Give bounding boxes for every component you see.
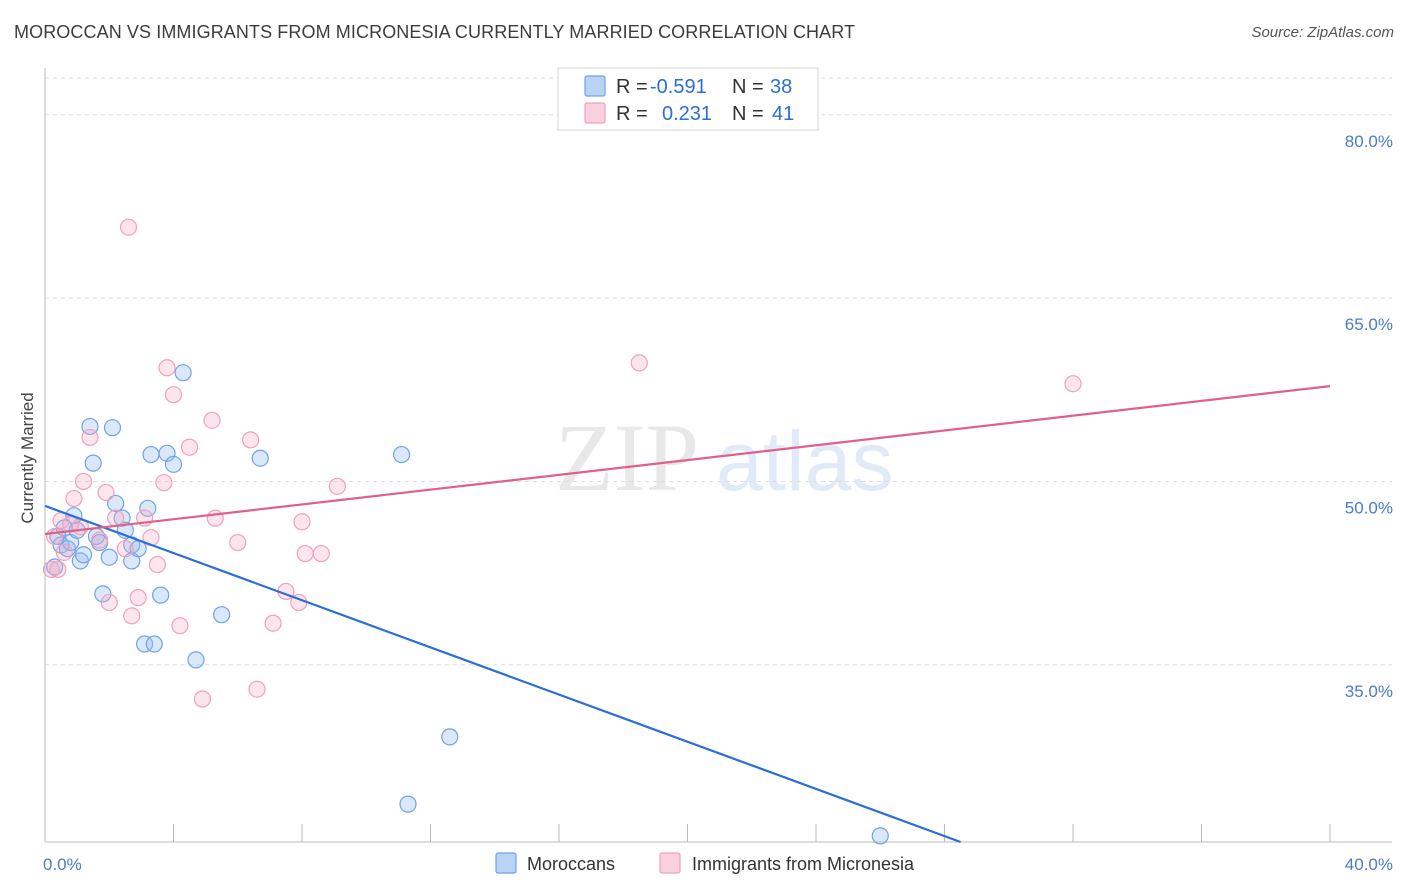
point-micronesia bbox=[65, 489, 83, 508]
y-tick-label: 35.0% bbox=[1345, 682, 1393, 701]
y-tick-label: 65.0% bbox=[1345, 315, 1393, 334]
x-tick-label: 40.0% bbox=[1345, 855, 1393, 874]
legend-r-label-1: R = bbox=[616, 76, 648, 98]
point-micronesia bbox=[630, 354, 648, 372]
point-micronesia bbox=[206, 509, 224, 527]
point-moroccans bbox=[158, 444, 176, 462]
point-moroccans bbox=[103, 419, 122, 437]
legend-r-value-1: -0.591 bbox=[650, 76, 707, 98]
point-micronesia bbox=[155, 474, 173, 492]
bottom-legend-swatch-blue bbox=[495, 852, 517, 874]
series-moroccans bbox=[46, 364, 889, 845]
point-moroccans bbox=[152, 586, 170, 604]
point-moroccans bbox=[441, 728, 459, 746]
point-micronesia bbox=[100, 593, 118, 612]
y-tick-label: 50.0% bbox=[1345, 498, 1393, 517]
point-micronesia bbox=[129, 588, 147, 607]
gridlines bbox=[45, 77, 1392, 666]
legend-n-label-2: N = bbox=[732, 103, 764, 125]
point-micronesia bbox=[91, 531, 109, 549]
point-micronesia bbox=[55, 543, 73, 561]
point-moroccans bbox=[46, 558, 64, 576]
point-micronesia bbox=[248, 680, 266, 698]
correlation-legend: R = -0.591 N = 38 R = 0.231 N = 41 bbox=[557, 67, 819, 131]
point-moroccans bbox=[139, 499, 157, 517]
point-micronesia bbox=[264, 614, 282, 632]
point-moroccans bbox=[174, 364, 192, 382]
source-label: Source: ZipAtlas.com bbox=[1251, 24, 1394, 41]
point-micronesia bbox=[116, 540, 134, 558]
point-micronesia bbox=[49, 560, 67, 579]
legend-swatch-pink bbox=[584, 102, 606, 124]
chart-title: MOROCCAN VS IMMIGRANTS FROM MICRONESIA C… bbox=[14, 22, 856, 42]
y-axis-label: Currently Married bbox=[18, 392, 37, 523]
point-moroccans bbox=[142, 445, 160, 464]
watermark: ZIP atlas bbox=[555, 404, 893, 511]
bottom-legend-label-pink: Immigrants from Micronesia bbox=[692, 854, 915, 874]
point-moroccans bbox=[187, 651, 205, 669]
point-micronesia bbox=[148, 555, 167, 574]
point-micronesia bbox=[203, 411, 221, 429]
point-micronesia bbox=[81, 428, 99, 447]
point-micronesia bbox=[193, 690, 212, 708]
point-micronesia bbox=[1064, 375, 1082, 393]
point-micronesia bbox=[164, 386, 183, 404]
point-micronesia bbox=[74, 472, 93, 491]
x-tick-label: 0.0% bbox=[43, 855, 82, 874]
y-tick-label: 80.0% bbox=[1345, 132, 1393, 151]
point-micronesia bbox=[158, 359, 176, 377]
legend-r-value-2: 0.231 bbox=[662, 103, 712, 125]
point-micronesia bbox=[312, 544, 330, 563]
legend-n-label-1: N = bbox=[732, 76, 764, 98]
point-micronesia bbox=[97, 483, 115, 502]
point-moroccans bbox=[84, 454, 102, 472]
trend-lines bbox=[44, 385, 1331, 844]
legend-swatch-blue bbox=[584, 75, 606, 97]
point-micronesia bbox=[107, 509, 125, 527]
point-micronesia bbox=[180, 438, 199, 456]
watermark-atlas: atlas bbox=[716, 414, 893, 508]
point-moroccans bbox=[135, 635, 154, 653]
axes: 35.0% 50.0% 65.0% 80.0% 0.0% 40.0% bbox=[43, 68, 1393, 874]
point-moroccans bbox=[392, 445, 411, 464]
series-legend: Moroccans Immigrants from Micronesia bbox=[495, 852, 915, 874]
point-moroccans bbox=[74, 546, 93, 564]
bottom-legend-label-blue: Moroccans bbox=[527, 854, 615, 874]
trendline-moroccans bbox=[44, 504, 961, 844]
point-micronesia bbox=[296, 544, 314, 563]
point-micronesia bbox=[242, 431, 260, 449]
point-micronesia bbox=[46, 527, 64, 546]
point-micronesia bbox=[123, 607, 141, 625]
point-micronesia bbox=[328, 477, 346, 495]
point-moroccans bbox=[399, 795, 417, 813]
point-moroccans bbox=[94, 585, 112, 603]
point-micronesia bbox=[293, 513, 311, 531]
legend-r-label-2: R = bbox=[616, 103, 648, 125]
point-moroccans bbox=[251, 449, 269, 467]
point-moroccans bbox=[145, 635, 163, 653]
legend-n-value-2: 41 bbox=[772, 103, 794, 125]
trendline-micronesia bbox=[44, 385, 1331, 536]
bottom-legend-swatch-pink bbox=[659, 852, 681, 874]
point-moroccans bbox=[107, 494, 125, 513]
watermark-zip: ZIP bbox=[555, 404, 699, 511]
point-moroccans bbox=[871, 827, 889, 845]
legend-n-value-1: 38 bbox=[770, 76, 792, 98]
point-micronesia bbox=[229, 533, 247, 552]
point-micronesia bbox=[42, 560, 61, 579]
point-moroccans bbox=[100, 548, 118, 566]
point-moroccans bbox=[213, 606, 231, 624]
point-micronesia bbox=[119, 218, 138, 236]
point-micronesia bbox=[171, 617, 189, 635]
point-moroccans bbox=[164, 455, 183, 473]
